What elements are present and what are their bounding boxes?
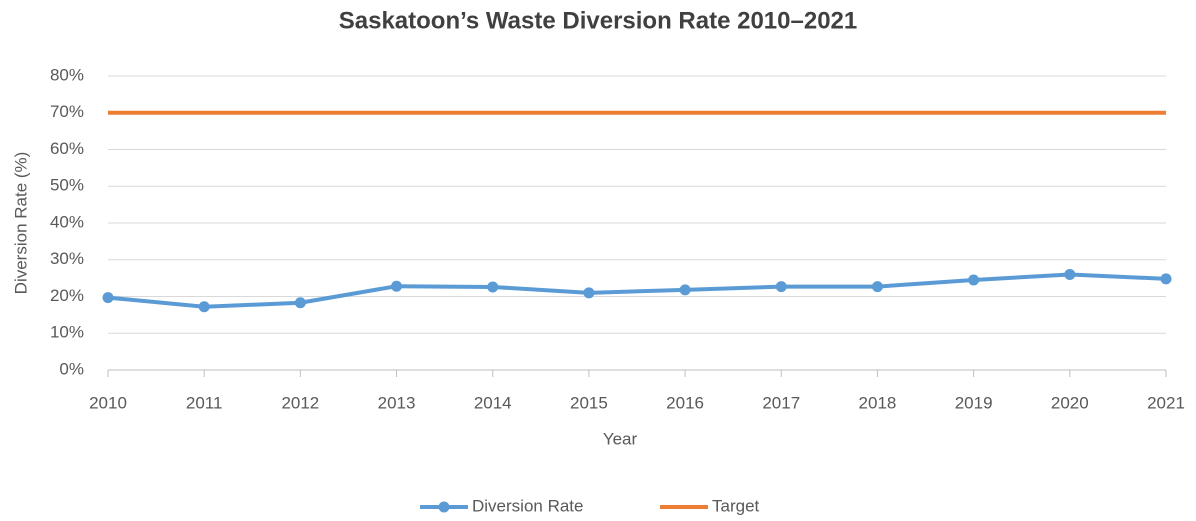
y-axis-label: Diversion Rate (%) [11,152,30,295]
point [294,297,306,309]
point [102,292,114,304]
point [487,281,499,293]
point [1160,273,1172,285]
y-tick-label: 20% [50,286,84,305]
x-tick-label: 2011 [186,393,223,412]
point [679,284,691,296]
legend-label: Target [712,496,760,515]
point [198,301,210,313]
x-tick-label: 2013 [378,393,416,412]
x-tick-label: 2017 [762,393,800,412]
y-tick-label: 50% [50,176,84,195]
point [583,287,595,299]
point [391,280,403,292]
legend-marker [438,501,450,513]
point [1064,268,1076,280]
point [775,281,787,293]
x-tick-label: 2018 [859,393,897,412]
x-tick-label: 2014 [474,393,512,412]
line-series [107,272,1167,309]
x-tick-label: 2016 [666,393,704,412]
legend-label: Diversion Rate [472,496,584,515]
x-axis-label: Year [603,429,638,448]
x-tick-label: 2021 [1147,393,1185,412]
x-tick-label: 2015 [570,393,608,412]
y-tick-label: 30% [50,249,84,268]
x-tick-label: 2020 [1051,393,1089,412]
point [871,281,883,293]
y-tick-label: 80% [50,65,84,84]
y-tick-label: 0% [59,359,84,378]
point [968,274,980,286]
y-tick-label: 70% [50,102,84,121]
chart-title: Saskatoon’s Waste Diversion Rate 2010–20… [339,7,857,34]
x-tick-label: 2012 [281,393,319,412]
y-tick-label: 60% [50,139,84,158]
x-tick-label: 2019 [955,393,993,412]
y-tick-label: 40% [50,212,84,231]
y-tick-label: 10% [50,323,84,342]
x-tick-label: 2010 [89,393,127,412]
